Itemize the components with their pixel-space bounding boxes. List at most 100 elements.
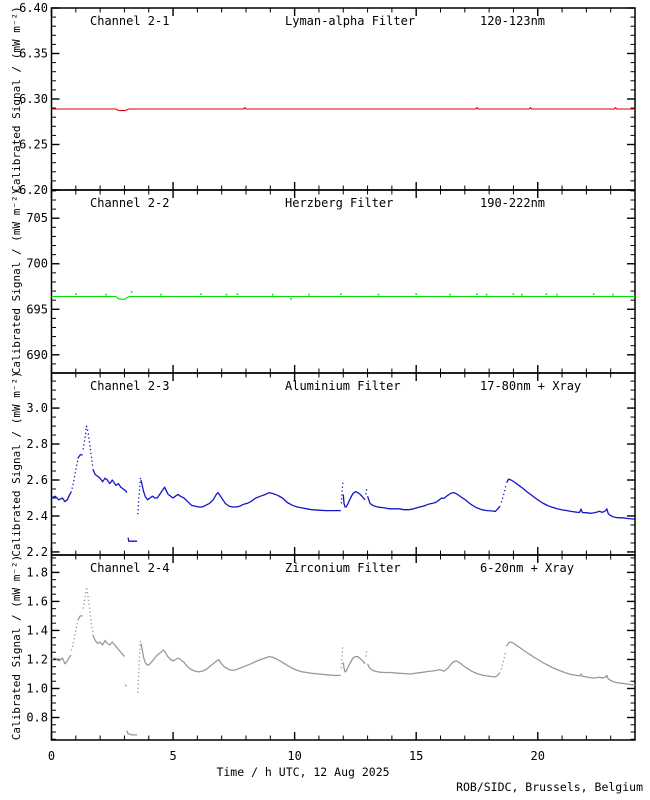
data-series-segment (70, 623, 78, 651)
panel-title-channel: Channel 2-2 (90, 196, 169, 210)
panel-channel-2-3: 3.0 2.8 2.6 2.4 2.2 Channel 2-3 Aluminium Filt… (10, 371, 636, 559)
x-axis-title: Time / h UTC, 12 Aug 2025 (216, 765, 389, 779)
panel-title-channel: Channel 2-1 (90, 14, 169, 28)
data-series-segment (137, 476, 142, 515)
panel-channel-2-4: 1.8 1.6 1.4 1.2 1.0 0.8 Channel 2-4 Zirconium F… (10, 554, 636, 741)
y-axis-title: Calibrated Signal / (mW m⁻²) (10, 6, 23, 191)
data-series-segment (366, 491, 501, 513)
data-series-segment (506, 641, 636, 686)
panel-title-filter: Aluminium Filter (285, 379, 401, 393)
data-point-marker (592, 293, 595, 295)
y-tick-label: 1.0 (26, 681, 48, 695)
data-point-marker (449, 293, 451, 296)
panel-title-channel: Channel 2-4 (90, 561, 169, 575)
y-tick-label: 1.6 (26, 594, 48, 608)
data-series-segment (124, 684, 127, 687)
panel-title-band: 120-123nm (480, 14, 545, 28)
data-series-segment (82, 586, 94, 633)
y-axis-title: Calibrated Signal / (mW m⁻²) (10, 371, 23, 556)
y-tick-label: 690 (26, 348, 48, 362)
data-series-segment (51, 295, 635, 300)
panel-title-filter: Herzberg Filter (285, 196, 393, 210)
panel-frame (50, 189, 636, 374)
panel-title-filter: Lyman-alpha Filter (285, 14, 415, 28)
data-series-segment (127, 537, 138, 542)
data-series-segment (500, 486, 507, 503)
panel-frame (50, 7, 636, 191)
y-tick-label: 0.8 (26, 711, 48, 725)
y-tick-label: 2.8 (26, 437, 48, 451)
y-tick-label: 2.4 (26, 509, 48, 523)
y-tick-label: 2.6 (26, 473, 48, 487)
y-tick-label: 2.2 (26, 545, 48, 559)
y-axis-title: Calibrated Signal / (mW m⁻²) (10, 555, 23, 740)
data-series-segment (340, 482, 344, 504)
data-series-segment (340, 644, 344, 669)
data-series-segment (365, 649, 368, 657)
data-series-segment (140, 479, 341, 512)
y-tick-label: 705 (26, 211, 48, 225)
data-series-segment (70, 460, 79, 493)
y-tick-label: 6.35 (19, 47, 48, 61)
data-point-marker (377, 293, 380, 296)
y-tick-label: 6.30 (19, 92, 48, 106)
panel-title-channel: Channel 2-3 (90, 379, 169, 393)
y-tick-label: 695 (26, 302, 48, 316)
data-point-marker (545, 293, 548, 295)
data-point-marker (556, 293, 558, 296)
data-series-segment (82, 425, 94, 468)
x-tick-label: 5 (169, 749, 176, 763)
panel-frame (50, 372, 636, 556)
y-tick-label: 1.2 (26, 652, 48, 666)
y-tick-label: 3.0 (26, 401, 48, 415)
credit-text: ROB/SIDC, Brussels, Belgium (456, 780, 643, 794)
x-tick-label: 15 (409, 749, 423, 763)
data-point-marker (225, 293, 228, 296)
y-tick-label: 6.20 (19, 183, 48, 197)
chart-root: 6.40 6.35 6.30 6.25 6.20 Channel 2-1 Lyman-alp… (10, 1, 636, 763)
panel-title-band: 190-222nm (480, 196, 545, 210)
data-point-marker (612, 293, 614, 296)
y-tick-label: 1.4 (26, 623, 48, 637)
data-series-segment (500, 650, 507, 670)
data-series-segment (506, 478, 636, 520)
data-point-marker (415, 293, 417, 295)
y-tick-label: 1.8 (26, 565, 48, 579)
y-tick-label: 6.25 (19, 138, 48, 152)
data-series-segment (342, 491, 366, 508)
data-point-marker (130, 291, 133, 293)
y-tick-label: 6.40 (19, 1, 48, 15)
data-point-marker (521, 293, 523, 296)
data-series-segment (365, 488, 368, 495)
data-series-segment (92, 468, 128, 493)
data-point-marker (105, 293, 107, 296)
data-point-marker (236, 293, 239, 295)
panel-title-band: 6-20nm + Xray (480, 561, 574, 575)
data-series-segment (51, 492, 72, 503)
data-point-marker (308, 293, 310, 296)
data-point-marker (476, 293, 478, 295)
panel-channel-2-1: 6.40 6.35 6.30 6.25 6.20 Channel 2-1 Lyman-alp… (10, 1, 636, 197)
data-point-marker (160, 293, 162, 296)
x-tick-label: 20 (531, 749, 545, 763)
y-axis-title: Calibrated Signal / (mW m⁻²) (10, 189, 23, 374)
panel-title-filter: Zirconium Filter (285, 561, 401, 575)
data-series-segment (77, 615, 83, 621)
data-point-marker (512, 293, 515, 295)
panel-title-band: 17-80nm + Xray (480, 379, 581, 393)
data-point-marker (340, 293, 342, 295)
data-series-segment (137, 639, 142, 693)
y-tick-label: 700 (26, 257, 48, 271)
data-point-marker (485, 293, 488, 296)
data-series-segment (51, 107, 635, 112)
data-series-segment (140, 643, 341, 677)
data-series-segment (77, 454, 83, 459)
panel-channel-2-2: 705 700 695 690 Channel 2-2 Herzberg Filter 19… (10, 189, 636, 374)
data-point-marker (271, 293, 274, 296)
data-series-segment (92, 634, 125, 658)
data-point-marker (75, 293, 77, 295)
data-point-marker (200, 293, 202, 295)
data-series-segment (51, 654, 72, 665)
